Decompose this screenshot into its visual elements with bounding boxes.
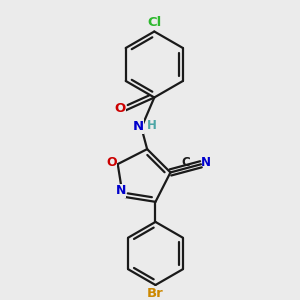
Text: N: N [132,120,143,133]
Text: N: N [116,184,126,197]
Text: Br: Br [147,286,164,299]
Text: O: O [106,156,117,169]
Text: H: H [146,119,156,132]
Text: C: C [181,155,190,169]
Text: N: N [201,156,211,169]
Text: Cl: Cl [147,16,161,29]
Text: O: O [114,103,125,116]
